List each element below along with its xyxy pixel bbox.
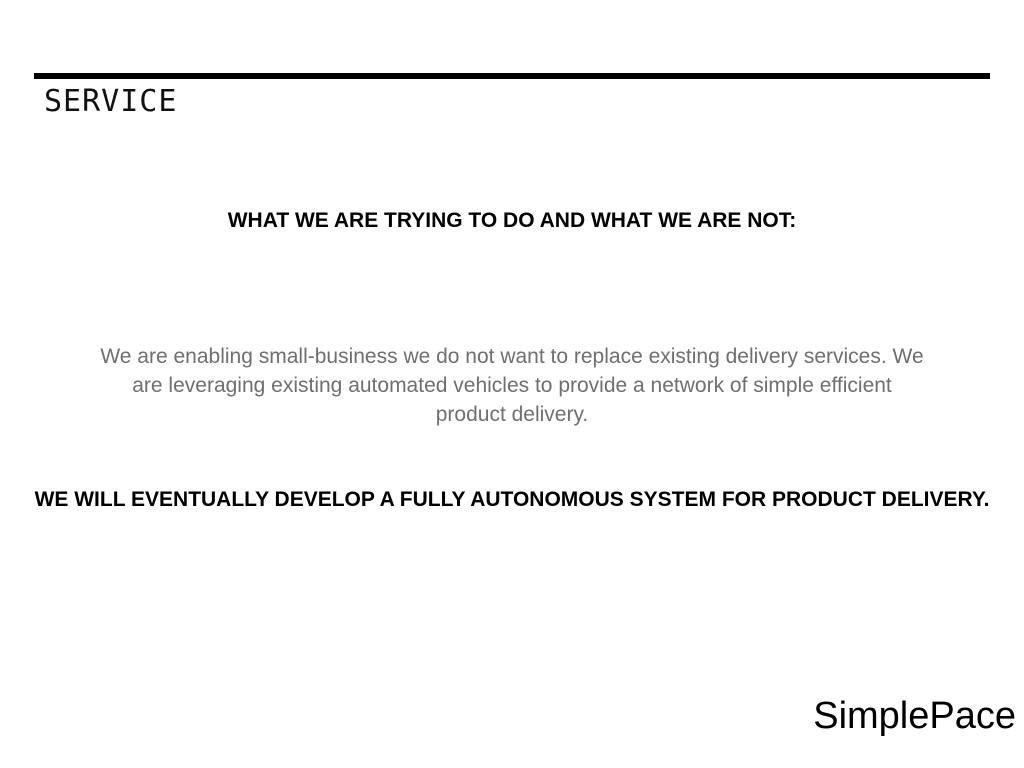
goal-statement: WE WILL EVENTUALLY DEVELOP A FULLY AUTON… bbox=[34, 488, 990, 511]
body-paragraph: We are enabling small-business we do not… bbox=[100, 345, 924, 426]
brand-name: SimplePace bbox=[813, 695, 1016, 737]
header-rule bbox=[34, 73, 990, 79]
section-title: SERVICE bbox=[44, 84, 178, 119]
slide-heading: WHAT WE ARE TRYING TO DO AND WHAT WE ARE… bbox=[227, 209, 797, 232]
